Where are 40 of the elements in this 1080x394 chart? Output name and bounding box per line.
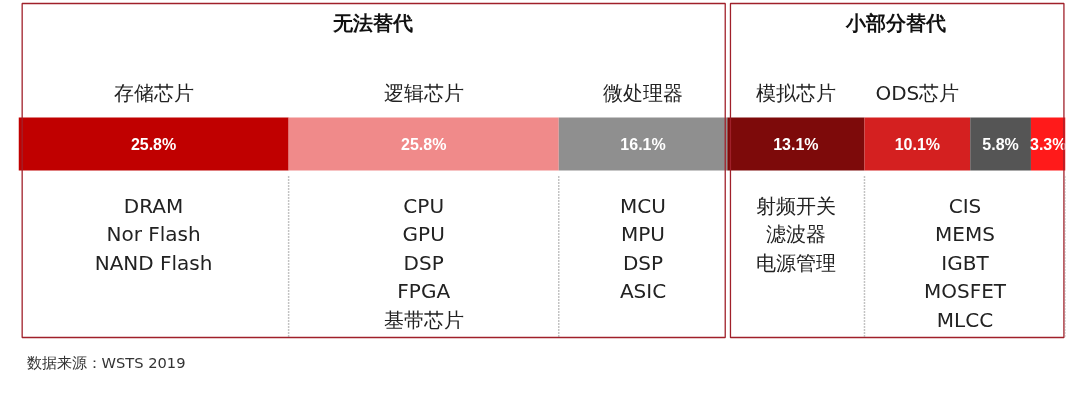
bar (727, 117, 865, 171)
data-label: 13.1% (773, 135, 819, 153)
text: 电源管理 (755, 250, 836, 275)
bar (558, 117, 728, 171)
bar (288, 117, 559, 171)
series-label: 微处理器 (603, 80, 684, 105)
data-label: 16.1% (620, 135, 666, 153)
text: GPU (402, 222, 445, 246)
series-label: ODS芯片 (875, 80, 960, 105)
text: NAND Flash (94, 250, 213, 275)
data-label: 5.8% (982, 135, 1019, 153)
series-label: 模拟芯片 (755, 80, 836, 105)
text: MPU (621, 222, 666, 246)
text: CIS (948, 193, 982, 218)
series-label: 逻辑芯片 (383, 80, 464, 105)
text: MOSFET (923, 279, 1007, 303)
data-label: 25.8% (401, 135, 447, 153)
series-label: 存储芯片 (113, 80, 194, 105)
bar (864, 117, 971, 171)
text: 基带芯片 (383, 307, 464, 332)
text: 滤波器 (765, 222, 826, 246)
text: 无法替代 (331, 10, 413, 35)
text: Nor Flash (106, 222, 201, 246)
text: IGBT (941, 250, 990, 275)
text: MCU (620, 193, 666, 218)
data-label: 25.8% (130, 135, 177, 153)
text: DRAM (123, 193, 184, 218)
text: DSP (622, 250, 664, 275)
text: 射频开关 (755, 193, 836, 218)
bar (18, 117, 289, 171)
text: ASIC (619, 279, 667, 303)
text: 小部分替代 (845, 10, 947, 35)
text: DSP (403, 250, 444, 275)
text: MEMS (935, 222, 995, 246)
text: FPGA (397, 279, 451, 303)
text: MLCC (936, 307, 994, 332)
source-note: 数据来源：WSTS 2019 (26, 353, 186, 371)
text: CPU (403, 193, 445, 218)
bar (970, 117, 1031, 171)
data-label: 10.1% (894, 135, 941, 153)
